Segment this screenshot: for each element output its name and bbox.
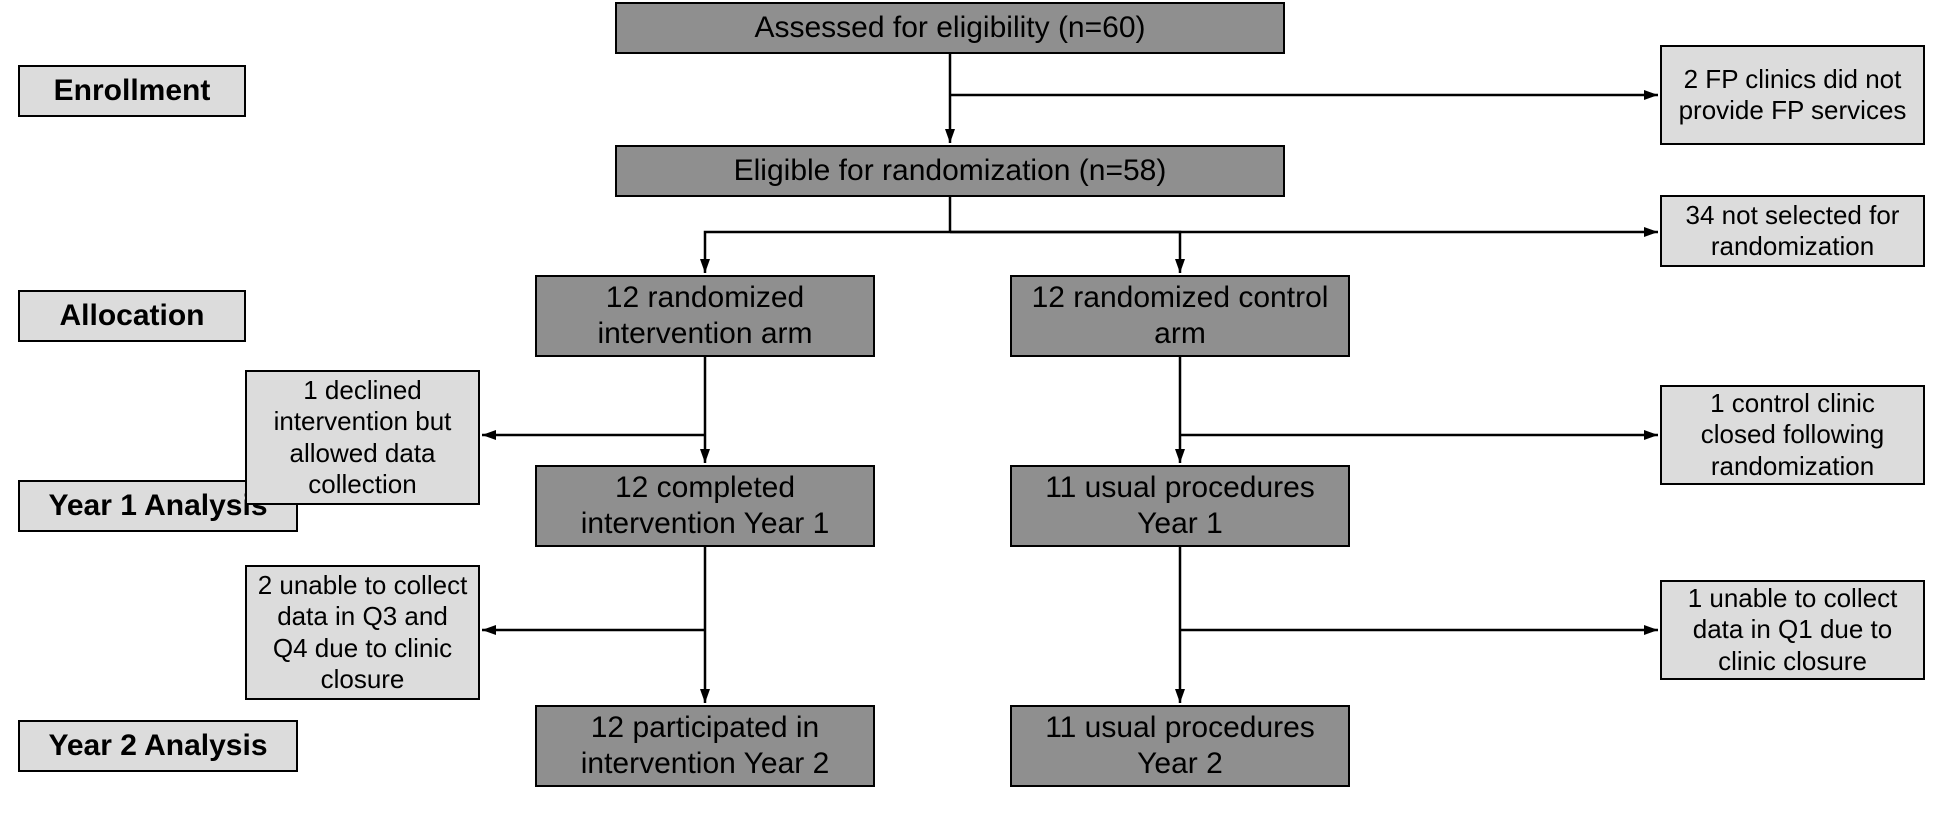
box-intervention-y2: 12 participated in intervention Year 2 (535, 705, 875, 787)
phase-enrollment: Enrollment (18, 65, 246, 117)
note-declined: 1 declined intervention but allowed data… (245, 370, 480, 505)
note-control-closed: 1 control clinic closed following random… (1660, 385, 1925, 485)
phase-allocation: Allocation (18, 290, 246, 342)
box-eligible: Eligible for randomization (n=58) (615, 145, 1285, 197)
note-q1: 1 unable to collect data in Q1 due to cl… (1660, 580, 1925, 680)
box-control-y2: 11 usual procedures Year 2 (1010, 705, 1350, 787)
box-intervention-y1: 12 completed intervention Year 1 (535, 465, 875, 547)
note-q3q4: 2 unable to collect data in Q3 and Q4 du… (245, 565, 480, 700)
note-fp: 2 FP clinics did not provide FP services (1660, 45, 1925, 145)
box-control-alloc: 12 randomized control arm (1010, 275, 1350, 357)
box-control-y1: 11 usual procedures Year 1 (1010, 465, 1350, 547)
note-notselected: 34 not selected for randomization (1660, 195, 1925, 267)
box-assessed: Assessed for eligibility (n=60) (615, 2, 1285, 54)
phase-year2: Year 2 Analysis (18, 720, 298, 772)
box-intervention-alloc: 12 randomized intervention arm (535, 275, 875, 357)
